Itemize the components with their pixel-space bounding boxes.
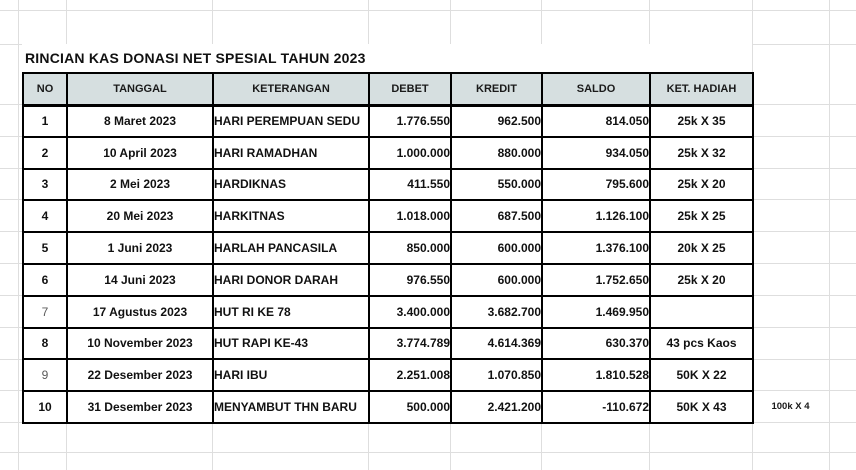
- cell-no[interactable]: 2: [22, 135, 68, 170]
- cell-debet[interactable]: 850.000: [368, 231, 452, 265]
- column-header-ket-hadiah[interactable]: KET. HADIAH: [649, 72, 754, 107]
- cell-ket-hadiah[interactable]: [649, 294, 754, 329]
- cell-no[interactable]: 6: [22, 262, 68, 297]
- cell-tanggal[interactable]: 22 Desember 2023: [66, 358, 214, 393]
- cell-no[interactable]: 7: [22, 294, 68, 329]
- cell-saldo[interactable]: 630.370: [541, 326, 651, 361]
- gridline: [829, 0, 830, 470]
- cell-keterangan[interactable]: HARKITNAS: [212, 199, 370, 234]
- table-row: 9 22 Desember 2023 HARI IBU 2.251.008 1.070.…: [22, 358, 754, 393]
- table-row: 10 31 Desember 2023 MENYAMBUT THN BARU 500.…: [22, 390, 754, 424]
- cell-tanggal[interactable]: 1 Juni 2023: [66, 231, 214, 265]
- cell-ket-hadiah[interactable]: 50K X 43: [649, 390, 754, 424]
- cell-debet[interactable]: 3.400.000: [368, 294, 452, 329]
- cell-ket-hadiah[interactable]: 25k X 35: [649, 104, 754, 138]
- cell-saldo[interactable]: 1.752.650: [541, 262, 651, 297]
- cell-debet[interactable]: 500.000: [368, 390, 452, 424]
- cell-ket-hadiah[interactable]: 20k X 25: [649, 231, 754, 265]
- cell-keterangan[interactable]: MENYAMBUT THN BARU: [212, 390, 370, 424]
- cell-keterangan[interactable]: HARI PEREMPUAN SEDU: [212, 104, 370, 138]
- cell-ket-hadiah[interactable]: 25k X 25: [649, 199, 754, 234]
- outside-note-cell[interactable]: 100k X 4: [771, 401, 810, 412]
- column-header-keterangan[interactable]: KETERANGAN: [212, 72, 370, 107]
- cell-ket-hadiah[interactable]: 25k X 20: [649, 167, 754, 202]
- cell-tanggal[interactable]: 31 Desember 2023: [66, 390, 214, 424]
- table-row: 4 20 Mei 2023 HARKITNAS 1.018.000 687.500 1.1…: [22, 199, 754, 234]
- gridline: [18, 0, 19, 470]
- table-row: 2 10 April 2023 HARI RAMADHAN 1.000.000 880.…: [22, 135, 754, 170]
- cell-saldo[interactable]: 1.469.950: [541, 294, 651, 329]
- cell-keterangan[interactable]: HARLAH PANCASILA: [212, 231, 370, 265]
- cell-no[interactable]: 1: [22, 104, 68, 138]
- cell-kredit[interactable]: 880.000: [450, 135, 543, 170]
- cell-tanggal[interactable]: 2 Mei 2023: [66, 167, 214, 202]
- cell-saldo[interactable]: 1.810.528: [541, 358, 651, 393]
- cell-ket-hadiah[interactable]: 25k X 32: [649, 135, 754, 170]
- column-header-debet[interactable]: DEBET: [368, 72, 452, 107]
- cell-keterangan[interactable]: HUT RI KE 78: [212, 294, 370, 329]
- cell-keterangan[interactable]: HARDIKNAS: [212, 167, 370, 202]
- cell-saldo[interactable]: 795.600: [541, 167, 651, 202]
- cell-ket-hadiah[interactable]: 50K X 22: [649, 358, 754, 393]
- cell-kredit[interactable]: 2.421.200: [450, 390, 543, 424]
- cell-kredit[interactable]: 600.000: [450, 231, 543, 265]
- cell-tanggal[interactable]: 10 April 2023: [66, 135, 214, 170]
- cell-saldo[interactable]: 934.050: [541, 135, 651, 170]
- cell-no[interactable]: 4: [22, 199, 68, 234]
- title-cell[interactable]: RINCIAN KAS DONASI NET SPESIAL TAHUN 202…: [22, 44, 752, 72]
- cell-no[interactable]: 3: [22, 167, 68, 202]
- cell-debet[interactable]: 976.550: [368, 262, 452, 297]
- cell-kredit[interactable]: 3.682.700: [450, 294, 543, 329]
- cell-no[interactable]: 8: [22, 326, 68, 361]
- gridline: [0, 10, 856, 11]
- cell-saldo[interactable]: 1.126.100: [541, 199, 651, 234]
- cell-kredit[interactable]: 600.000: [450, 262, 543, 297]
- cell-debet[interactable]: 3.774.789: [368, 326, 452, 361]
- header-row: NO TANGGAL KETERANGAN DEBET KREDIT SALDO…: [22, 72, 754, 107]
- cell-debet[interactable]: 411.550: [368, 167, 452, 202]
- table-row: 7 17 Agustus 2023 HUT RI KE 78 3.400.000 3.6…: [22, 294, 754, 329]
- cell-keterangan[interactable]: HUT RAPI KE-43: [212, 326, 370, 361]
- column-header-no[interactable]: NO: [22, 72, 68, 107]
- cell-keterangan[interactable]: HARI DONOR DARAH: [212, 262, 370, 297]
- cell-no[interactable]: 9: [22, 358, 68, 393]
- cell-kredit[interactable]: 1.070.850: [450, 358, 543, 393]
- cell-kredit[interactable]: 687.500: [450, 199, 543, 234]
- cell-no[interactable]: 5: [22, 231, 68, 265]
- cell-ket-hadiah[interactable]: 43 pcs Kaos: [649, 326, 754, 361]
- cell-tanggal[interactable]: 17 Agustus 2023: [66, 294, 214, 329]
- cell-debet[interactable]: 2.251.008: [368, 358, 452, 393]
- cell-saldo[interactable]: 1.376.100: [541, 231, 651, 265]
- cell-saldo[interactable]: 814.050: [541, 104, 651, 138]
- cell-ket-hadiah[interactable]: 25k X 20: [649, 262, 754, 297]
- column-header-tanggal[interactable]: TANGGAL: [66, 72, 214, 107]
- cell-kredit[interactable]: 550.000: [450, 167, 543, 202]
- cell-tanggal[interactable]: 8 Maret 2023: [66, 104, 214, 138]
- cell-tanggal[interactable]: 20 Mei 2023: [66, 199, 214, 234]
- cell-tanggal[interactable]: 10 November 2023: [66, 326, 214, 361]
- donation-table: NO TANGGAL KETERANGAN DEBET KREDIT SALDO…: [22, 72, 754, 424]
- cell-debet[interactable]: 1.776.550: [368, 104, 452, 138]
- column-header-kredit[interactable]: KREDIT: [450, 72, 543, 107]
- cell-tanggal[interactable]: 14 Juni 2023: [66, 262, 214, 297]
- cell-debet[interactable]: 1.018.000: [368, 199, 452, 234]
- cell-debet[interactable]: 1.000.000: [368, 135, 452, 170]
- table-row: 6 14 Juni 2023 HARI DONOR DARAH 976.550 600.…: [22, 262, 754, 297]
- gridline: [0, 452, 856, 453]
- cell-kredit[interactable]: 4.614.369: [450, 326, 543, 361]
- sheet-title: RINCIAN KAS DONASI NET SPESIAL TAHUN 202…: [25, 50, 366, 66]
- table-row: 8 10 November 2023 HUT RAPI KE-43 3.774.789…: [22, 326, 754, 361]
- cell-kredit[interactable]: 962.500: [450, 104, 543, 138]
- column-header-saldo[interactable]: SALDO: [541, 72, 651, 107]
- cell-saldo[interactable]: -110.672: [541, 390, 651, 424]
- cell-no[interactable]: 10: [22, 390, 68, 424]
- cell-keterangan[interactable]: HARI IBU: [212, 358, 370, 393]
- cell-keterangan[interactable]: HARI RAMADHAN: [212, 135, 370, 170]
